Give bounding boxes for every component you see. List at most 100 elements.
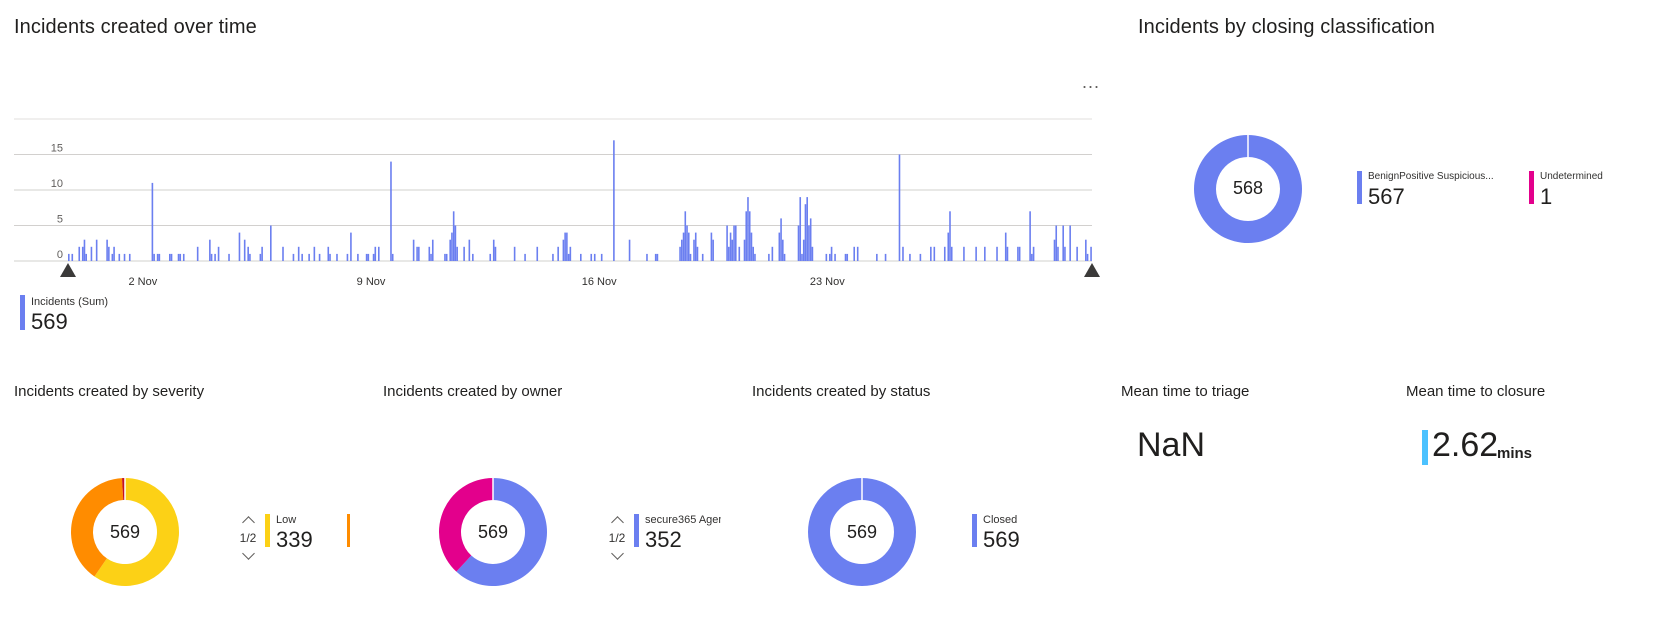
legend-benignpositive-value: 567	[1368, 184, 1405, 209]
bar	[783, 253, 786, 261]
bar	[451, 232, 453, 261]
bar	[90, 246, 93, 261]
legend-owner-value: 352	[645, 527, 682, 552]
pager-down-icon[interactable]	[611, 547, 624, 560]
incidents-over-time-chart: 0 5 10 15 2 Nov 9 Nov 16 Nov 23 Nov	[14, 118, 1100, 288]
bar	[123, 253, 126, 261]
bar	[750, 232, 753, 261]
range-end-handle	[1084, 263, 1100, 277]
bar	[1053, 239, 1056, 261]
bar	[809, 218, 812, 261]
closure-accent-bar	[1422, 430, 1428, 465]
legend-low-swatch	[265, 514, 270, 547]
bar	[902, 246, 904, 261]
bar	[182, 253, 185, 261]
x-tick-label: 23 Nov	[810, 276, 845, 288]
bar	[513, 246, 516, 261]
bar	[377, 246, 380, 261]
bar	[169, 253, 171, 261]
bar	[259, 253, 262, 261]
bar	[327, 246, 330, 261]
closing-donut-total: 568	[1232, 178, 1264, 198]
bar	[196, 246, 199, 261]
bar	[430, 253, 432, 261]
status-donut	[808, 478, 916, 586]
legend-closed-swatch	[972, 514, 977, 547]
legend-benignpositive-swatch	[1357, 171, 1362, 204]
bar	[728, 246, 730, 261]
bar	[801, 253, 803, 261]
bar	[898, 154, 901, 261]
bar	[454, 225, 457, 261]
bar	[158, 253, 161, 261]
triage-value: NaN	[1137, 426, 1206, 464]
bar	[687, 232, 690, 261]
bar	[963, 246, 965, 261]
bar	[412, 239, 415, 261]
bar	[357, 253, 359, 261]
bar	[876, 253, 878, 261]
legend-undetermined-label: Undetermined	[1540, 171, 1603, 182]
bar	[853, 246, 856, 261]
bar	[292, 253, 295, 261]
bar	[747, 197, 749, 261]
bar	[524, 253, 526, 261]
bar	[654, 253, 657, 261]
bar	[156, 253, 159, 261]
bar	[564, 232, 566, 261]
bar	[797, 225, 800, 261]
bar	[975, 246, 977, 261]
bar	[1069, 225, 1071, 261]
bar	[738, 246, 741, 261]
bar	[456, 246, 458, 261]
bar	[804, 204, 807, 261]
bar	[646, 253, 648, 261]
bar	[489, 253, 492, 261]
pager-up-icon[interactable]	[242, 516, 255, 529]
more-options-icon[interactable]: ...	[1082, 72, 1101, 92]
bar	[729, 232, 732, 261]
legend-low-label: Low	[276, 514, 297, 526]
bar	[771, 246, 774, 261]
bar	[1032, 246, 1035, 261]
bar	[1057, 246, 1059, 261]
bar	[580, 253, 582, 261]
bar	[1017, 246, 1019, 261]
donut-slice	[1194, 135, 1302, 243]
bar	[909, 253, 911, 261]
bar	[313, 246, 316, 261]
bar	[416, 246, 418, 261]
bar	[444, 253, 446, 261]
bar	[947, 232, 950, 261]
x-tick-label: 16 Nov	[582, 276, 617, 288]
severity-donut	[71, 478, 179, 586]
bar	[684, 211, 687, 261]
closure-unit: mins	[1497, 445, 1533, 462]
bar	[108, 246, 110, 261]
bar	[1031, 253, 1033, 261]
bar	[106, 239, 108, 261]
x-tick-label: 2 Nov	[129, 276, 158, 288]
bar	[301, 253, 303, 261]
bar	[600, 253, 603, 261]
bar	[943, 246, 946, 261]
legend-next-swatch	[347, 514, 350, 547]
bar	[701, 253, 704, 261]
donut-slice	[71, 478, 124, 577]
pager-down-icon[interactable]	[242, 547, 255, 560]
over-time-title: Incidents created over time	[14, 16, 257, 38]
bar	[780, 218, 782, 261]
bar	[1076, 246, 1078, 261]
pager-up-icon[interactable]	[611, 516, 624, 529]
bar	[566, 232, 568, 261]
x-tick-label: 9 Nov	[357, 276, 386, 288]
bar	[844, 253, 847, 261]
bar	[428, 246, 431, 261]
bar	[949, 211, 951, 261]
bar	[726, 225, 728, 261]
owner-title: Incidents created by owner	[383, 383, 563, 400]
owner-donut-total: 569	[477, 522, 509, 542]
bar	[984, 246, 986, 261]
bar	[778, 232, 781, 261]
bar	[768, 253, 770, 261]
